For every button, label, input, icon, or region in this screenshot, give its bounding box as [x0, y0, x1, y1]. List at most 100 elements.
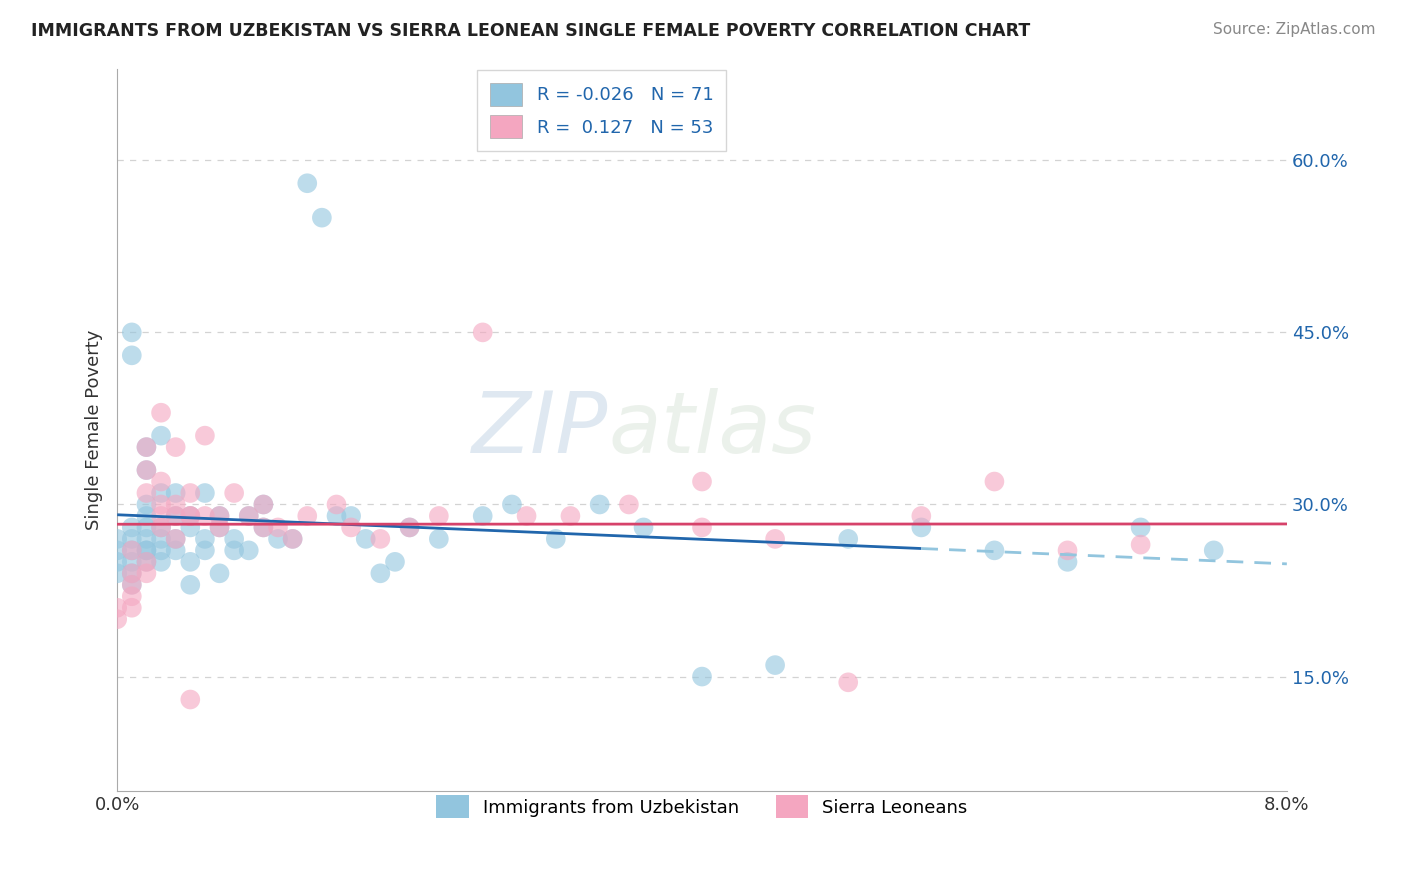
- Point: [150, 555, 173, 569]
- Point: [1056, 555, 1078, 569]
- Point: [252, 520, 274, 534]
- Text: ZIP: ZIP: [472, 388, 609, 471]
- Point: [297, 176, 319, 190]
- Point: [398, 520, 420, 534]
- Point: [179, 520, 201, 534]
- Point: [135, 566, 157, 581]
- Point: [516, 508, 538, 523]
- Point: [194, 486, 217, 500]
- Point: [224, 532, 246, 546]
- Point: [370, 566, 392, 581]
- Point: [121, 566, 143, 581]
- Point: [105, 612, 128, 626]
- Point: [267, 532, 290, 546]
- Point: [121, 520, 143, 534]
- Point: [617, 498, 640, 512]
- Point: [179, 555, 201, 569]
- Point: [135, 520, 157, 534]
- Point: [150, 406, 173, 420]
- Point: [837, 532, 859, 546]
- Point: [105, 532, 128, 546]
- Point: [384, 555, 406, 569]
- Point: [690, 475, 713, 489]
- Point: [179, 508, 201, 523]
- Point: [238, 508, 260, 523]
- Point: [325, 498, 347, 512]
- Point: [281, 532, 304, 546]
- Point: [1129, 538, 1152, 552]
- Point: [398, 520, 420, 534]
- Point: [121, 532, 143, 546]
- Text: atlas: atlas: [609, 388, 817, 471]
- Point: [281, 532, 304, 546]
- Point: [633, 520, 655, 534]
- Point: [179, 508, 201, 523]
- Point: [135, 486, 157, 500]
- Point: [135, 543, 157, 558]
- Point: [105, 543, 128, 558]
- Point: [105, 555, 128, 569]
- Point: [105, 566, 128, 581]
- Point: [150, 498, 173, 512]
- Point: [165, 508, 187, 523]
- Point: [121, 578, 143, 592]
- Point: [121, 578, 143, 592]
- Point: [1202, 543, 1225, 558]
- Point: [983, 543, 1005, 558]
- Point: [471, 508, 494, 523]
- Point: [983, 475, 1005, 489]
- Point: [560, 508, 582, 523]
- Point: [325, 508, 347, 523]
- Point: [340, 520, 363, 534]
- Point: [340, 508, 363, 523]
- Point: [135, 440, 157, 454]
- Point: [238, 508, 260, 523]
- Point: [135, 508, 157, 523]
- Point: [165, 532, 187, 546]
- Point: [252, 498, 274, 512]
- Point: [179, 486, 201, 500]
- Point: [208, 520, 231, 534]
- Point: [763, 532, 786, 546]
- Point: [297, 508, 319, 523]
- Point: [165, 532, 187, 546]
- Point: [150, 520, 173, 534]
- Point: [910, 508, 932, 523]
- Point: [224, 486, 246, 500]
- Point: [121, 326, 143, 340]
- Point: [837, 675, 859, 690]
- Point: [690, 520, 713, 534]
- Point: [370, 532, 392, 546]
- Point: [150, 428, 173, 442]
- Point: [121, 555, 143, 569]
- Point: [311, 211, 333, 225]
- Point: [150, 508, 173, 523]
- Point: [208, 508, 231, 523]
- Point: [194, 532, 217, 546]
- Text: IMMIGRANTS FROM UZBEKISTAN VS SIERRA LEONEAN SINGLE FEMALE POVERTY CORRELATION C: IMMIGRANTS FROM UZBEKISTAN VS SIERRA LEO…: [31, 22, 1031, 40]
- Point: [690, 669, 713, 683]
- Point: [179, 578, 201, 592]
- Legend: Immigrants from Uzbekistan, Sierra Leoneans: Immigrants from Uzbekistan, Sierra Leone…: [429, 788, 974, 826]
- Point: [501, 498, 523, 512]
- Point: [165, 486, 187, 500]
- Point: [165, 543, 187, 558]
- Point: [427, 532, 450, 546]
- Point: [150, 543, 173, 558]
- Point: [135, 440, 157, 454]
- Point: [135, 498, 157, 512]
- Point: [194, 543, 217, 558]
- Point: [150, 475, 173, 489]
- Point: [354, 532, 377, 546]
- Point: [238, 543, 260, 558]
- Point: [544, 532, 567, 546]
- Point: [135, 543, 157, 558]
- Point: [135, 555, 157, 569]
- Point: [165, 508, 187, 523]
- Point: [121, 348, 143, 362]
- Point: [121, 566, 143, 581]
- Point: [252, 520, 274, 534]
- Point: [471, 326, 494, 340]
- Point: [121, 543, 143, 558]
- Point: [105, 600, 128, 615]
